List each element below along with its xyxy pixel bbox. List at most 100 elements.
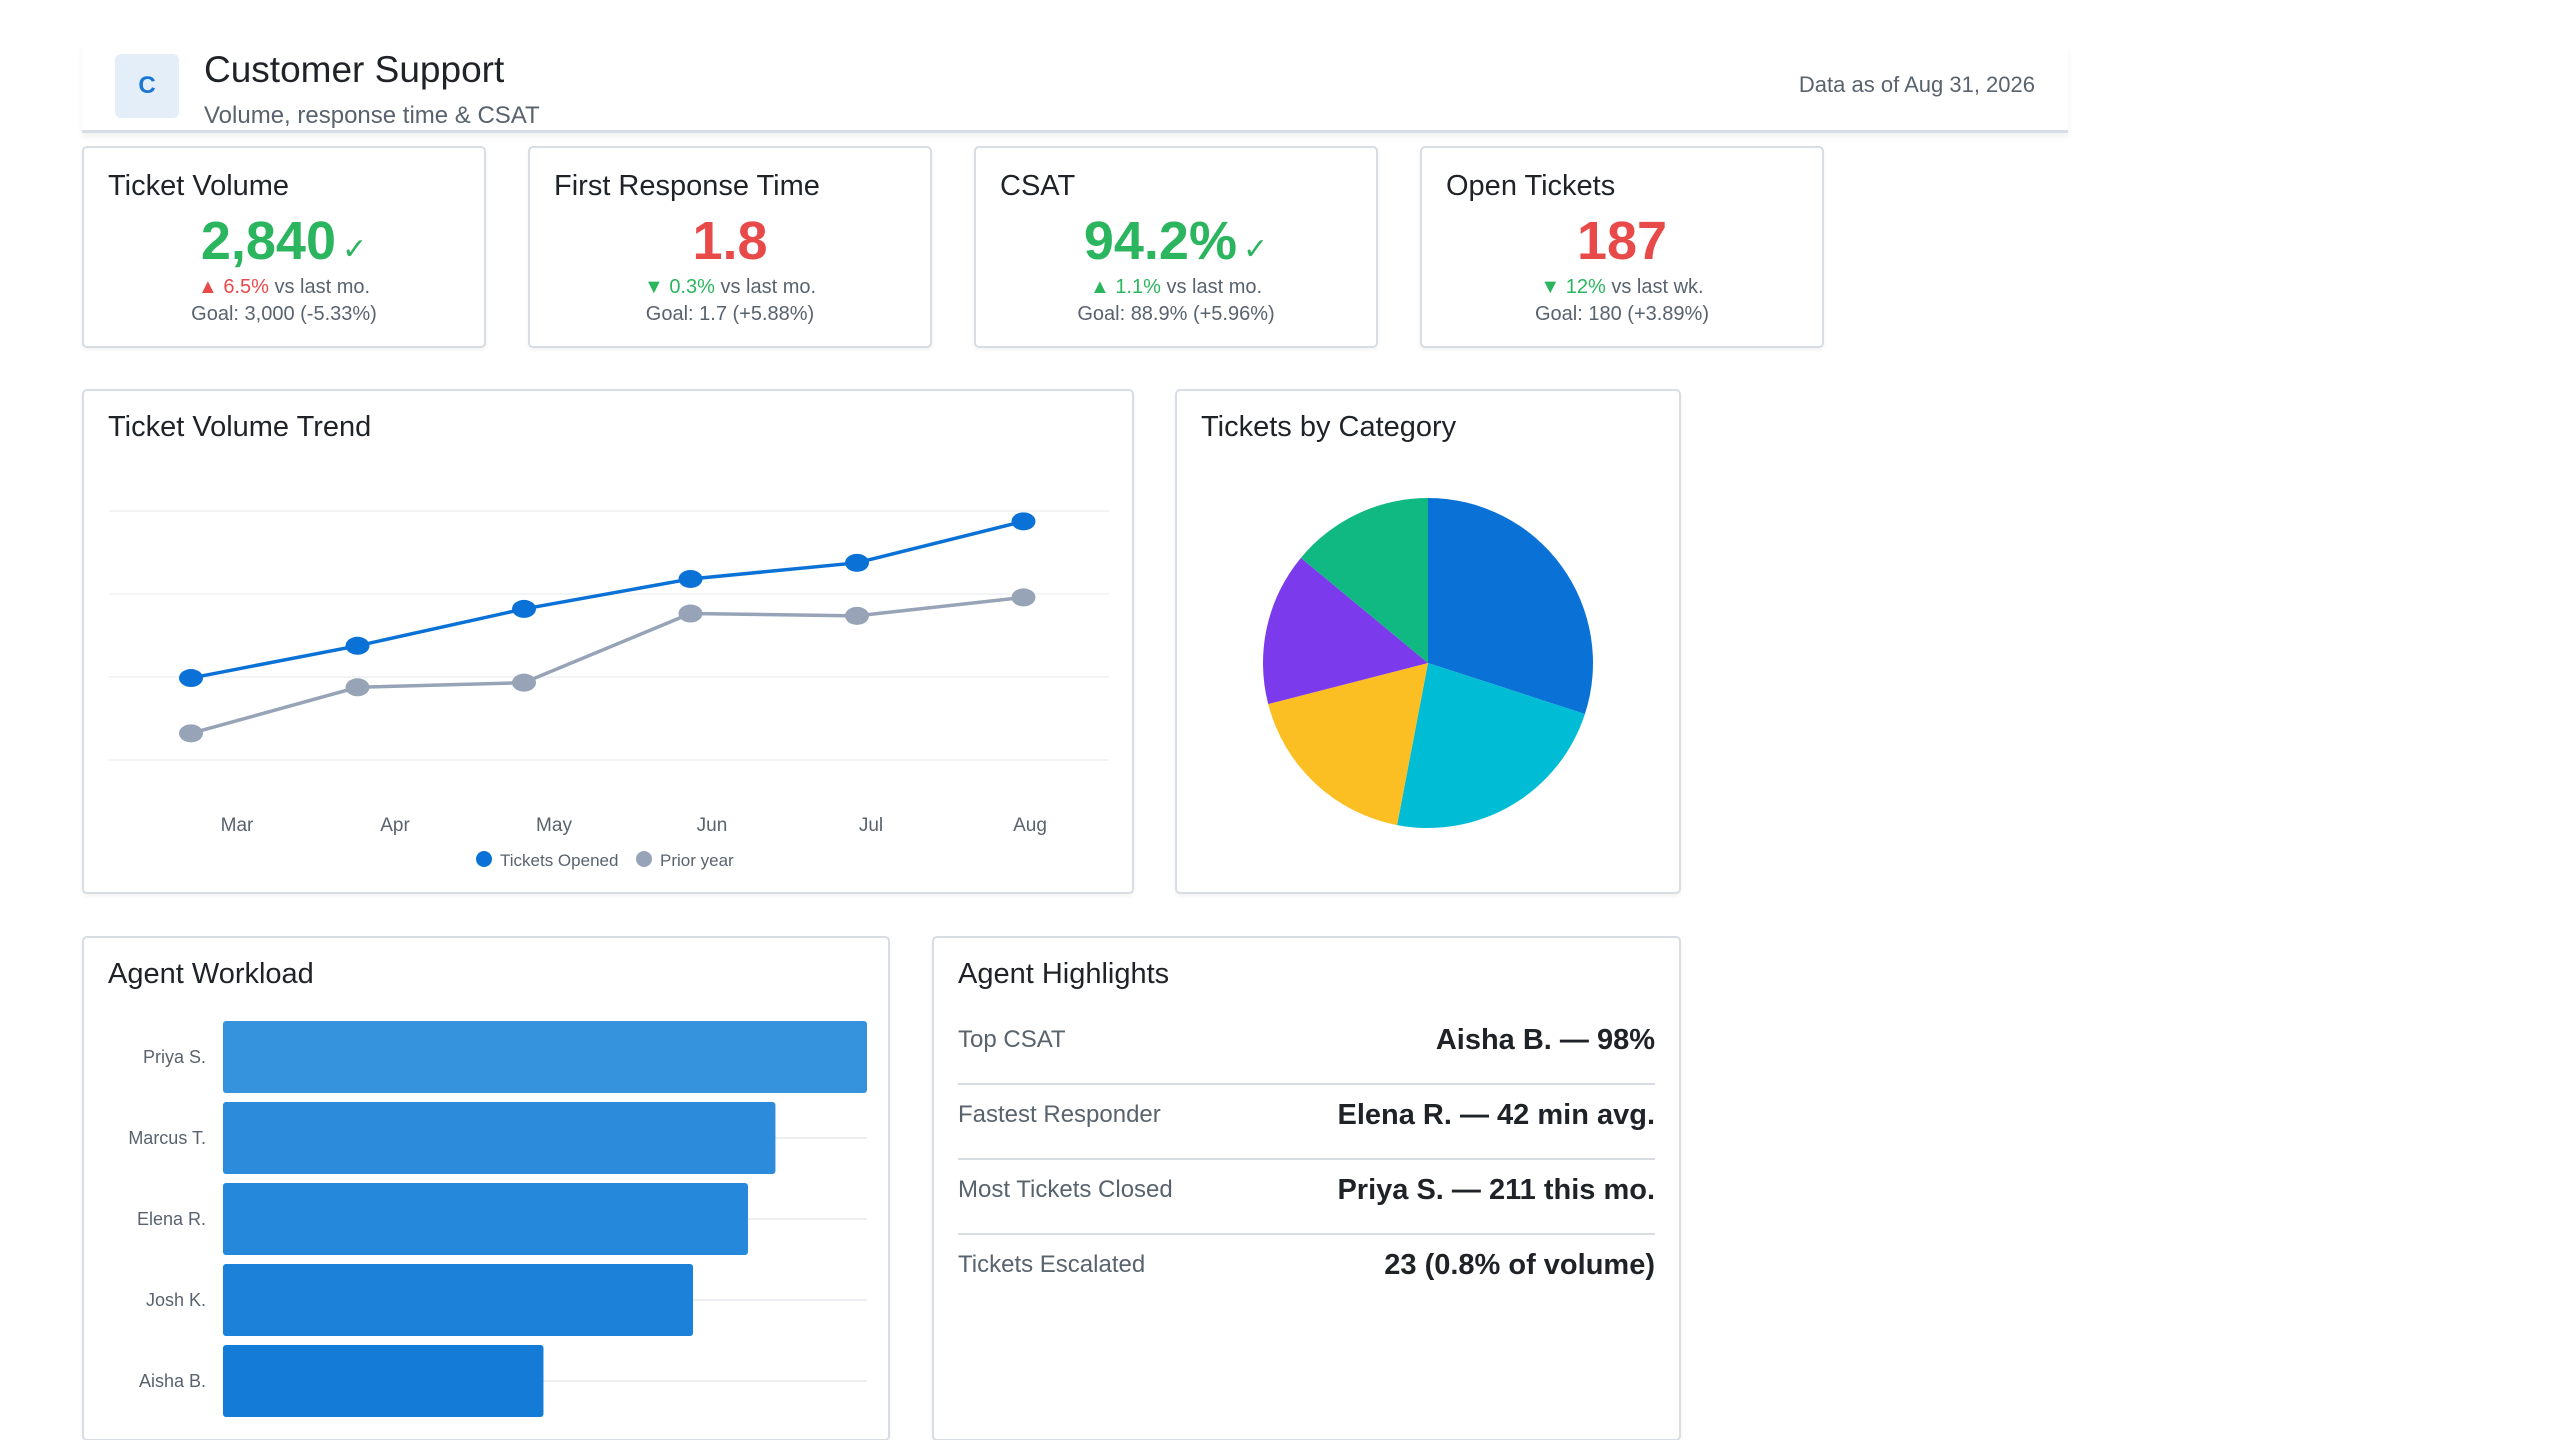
panel-title: Ticket Volume Trend xyxy=(108,411,372,443)
kpi-goal: Goal: 3,000 (-5.33%) xyxy=(191,303,377,325)
kpi-title: First Response Time xyxy=(554,170,820,202)
tickets-by-category-panel: Tickets by Category xyxy=(1175,389,1681,894)
highlight-label: Tickets Escalated xyxy=(958,1251,1146,1278)
legend-item: Tickets Opened xyxy=(476,851,618,870)
arrow-down-icon: ▼ xyxy=(1540,276,1561,298)
check-icon: ✓ xyxy=(1242,233,1269,266)
kpi-delta-period: vs last mo. xyxy=(274,276,371,298)
kpi-delta-period: vs last wk. xyxy=(1611,276,1704,298)
x-tick-label: Mar xyxy=(221,815,254,836)
kpi-card-ticket-volume: Ticket Volume 2,840 ✓ ▲ 6.5% vs last mo. … xyxy=(82,146,486,348)
kpi-delta: ▲ 1.1% vs last mo. xyxy=(976,276,1376,299)
highlight-row-tickets-escalated: Tickets Escalated 23 (0.8% of volume) xyxy=(958,1235,1655,1310)
kpi-title: CSAT xyxy=(1000,170,1076,202)
arrow-up-icon: ▲ xyxy=(1089,276,1110,298)
check-icon: ✓ xyxy=(342,233,368,266)
kpi-value: 187 xyxy=(1422,210,1822,272)
page-title: Customer Support xyxy=(204,49,505,90)
app-logo: C xyxy=(115,54,179,118)
y-tick-label: Marcus T. xyxy=(128,1128,206,1148)
bar xyxy=(223,1021,867,1093)
y-tick-label: Josh K. xyxy=(146,1290,206,1310)
data-as-of-label: Data as of Aug 31, 2026 xyxy=(1798,72,2035,97)
bar xyxy=(223,1345,544,1417)
data-point xyxy=(1011,588,1036,607)
kpi-delta: ▼ 12% vs last wk. xyxy=(1422,276,1822,299)
highlight-label: Fastest Responder xyxy=(958,1101,1161,1128)
kpi-card-first-response-time: First Response Time 1.8 ▼ 0.3% vs last m… xyxy=(528,146,932,348)
highlight-value: Priya S. — 211 this mo. xyxy=(1337,1174,1655,1206)
bar xyxy=(223,1264,694,1336)
y-tick-label: Priya S. xyxy=(143,1047,206,1067)
pie-slice xyxy=(1397,663,1585,828)
highlight-label: Most Tickets Closed xyxy=(958,1176,1173,1203)
legend-item: Prior year xyxy=(636,851,734,870)
kpi-delta-period: vs last mo. xyxy=(1166,276,1263,298)
kpi-value-text: 94.2% xyxy=(1083,211,1237,271)
kpi-card-csat: CSAT 94.2% ✓ ▲ 1.1% vs last mo. Goal: 88.… xyxy=(974,146,1378,348)
arrow-down-icon: ▼ xyxy=(643,276,664,298)
data-point xyxy=(512,599,536,618)
kpi-delta: ▼ 0.3% vs last mo. xyxy=(530,276,930,299)
legend-swatch xyxy=(636,851,652,867)
highlight-value: Elena R. — 42 min avg. xyxy=(1337,1099,1656,1131)
data-point xyxy=(845,553,869,572)
kpi-value: 1.8 xyxy=(530,210,930,272)
x-tick-label: Aug xyxy=(1013,815,1047,836)
y-tick-label: Aisha B. xyxy=(139,1371,206,1391)
kpi-delta-period: vs last mo. xyxy=(720,276,817,298)
data-point xyxy=(345,636,370,655)
legend-label: Prior year xyxy=(660,851,734,870)
legend-swatch xyxy=(476,851,492,867)
dashboard-header: C Customer Support Volume, response time… xyxy=(82,45,2068,133)
page-subtitle: Volume, response time & CSAT xyxy=(204,102,540,129)
kpi-title: Open Tickets xyxy=(1446,170,1616,202)
data-point xyxy=(512,673,536,692)
data-point xyxy=(845,606,869,625)
agent-highlights-panel: Agent Highlights Top CSAT Aisha B. — 98%… xyxy=(932,936,1681,1440)
highlight-label: Top CSAT xyxy=(958,1026,1066,1053)
bar xyxy=(223,1102,776,1174)
kpi-goal: Goal: 1.7 (+5.88%) xyxy=(645,303,815,325)
bar-chart: Priya S. Marcus T. Elena R. Josh K. Aisha B. xyxy=(128,1021,867,1417)
legend-label: Tickets Opened xyxy=(500,851,618,870)
pie-slice xyxy=(1428,498,1593,714)
kpi-delta-value: 12% xyxy=(1565,276,1606,298)
x-tick-label: Apr xyxy=(380,815,410,836)
kpi-delta-value: 6.5% xyxy=(223,276,269,298)
panel-title: Agent Highlights xyxy=(958,958,1170,990)
highlight-row-most-tickets-closed: Most Tickets Closed Priya S. — 211 this … xyxy=(958,1160,1655,1235)
pie-slice xyxy=(1300,498,1428,663)
kpi-value: 94.2% ✓ xyxy=(976,210,1376,272)
data-point xyxy=(1011,512,1036,531)
agent-workload-panel: Agent Workload Priya S. Marcus T. Elena R.… xyxy=(82,936,890,1440)
kpi-delta-value: 1.1% xyxy=(1115,276,1161,298)
kpi-card-open-tickets: Open Tickets 187 ▼ 12% vs last wk. Goal:… xyxy=(1420,146,1824,348)
kpi-goal: Goal: 180 (+3.89%) xyxy=(1535,303,1709,325)
kpi-delta: ▲ 6.5% vs last mo. xyxy=(84,276,484,299)
kpi-value-text: 187 xyxy=(1576,211,1668,271)
kpi-title: Ticket Volume xyxy=(108,170,290,202)
pie-slice xyxy=(1268,663,1428,826)
pie-slice xyxy=(1263,557,1428,705)
pie-chart xyxy=(1263,498,1593,828)
arrow-up-icon: ▲ xyxy=(197,276,218,298)
y-tick-label: Elena R. xyxy=(137,1209,206,1229)
data-point xyxy=(179,724,203,743)
highlight-value: Aisha B. — 98% xyxy=(1435,1024,1655,1056)
kpi-value-text: 2,840 xyxy=(200,211,336,271)
series-line xyxy=(190,519,1024,680)
highlight-row-top-csat: Top CSAT Aisha B. — 98% xyxy=(958,1010,1655,1085)
series-line xyxy=(190,595,1024,736)
ticket-volume-trend-panel: Ticket Volume Trend Mar Apr May Jun Jul Aug Ti… xyxy=(82,389,1134,894)
x-tick-label: Jul xyxy=(859,815,883,836)
kpi-goal: Goal: 88.9% (+5.96%) xyxy=(1077,303,1275,325)
x-tick-label: May xyxy=(536,815,572,836)
data-point xyxy=(678,604,703,623)
bar xyxy=(223,1183,748,1255)
kpi-value-text: 1.8 xyxy=(692,211,768,271)
panel-title: Agent Workload xyxy=(108,958,314,990)
panel-title: Tickets by Category xyxy=(1201,411,1457,443)
highlight-value: 23 (0.8% of volume) xyxy=(1384,1249,1655,1281)
x-tick-label: Jun xyxy=(697,815,728,836)
